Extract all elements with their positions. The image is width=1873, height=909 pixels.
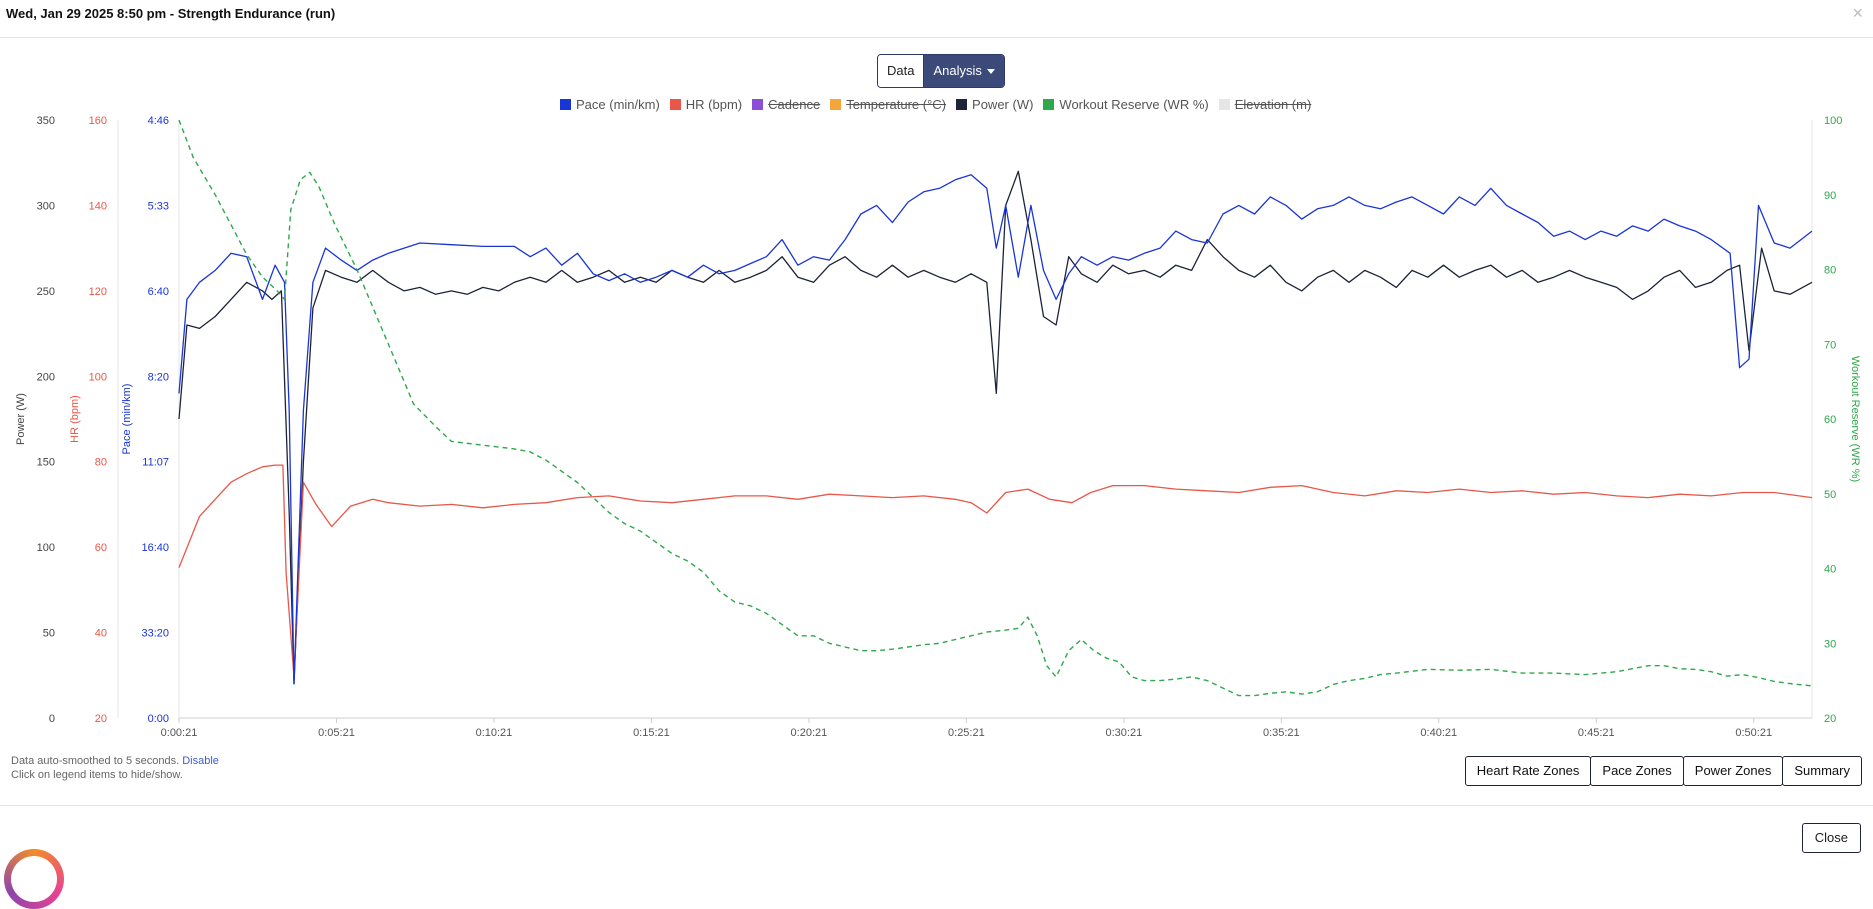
chart-legend: Pace (min/km) HR (bpm) Cadence Temperature … (560, 96, 1321, 112)
pace-tick-label: 33:20 (141, 628, 169, 640)
hr-tick-label: 60 (95, 542, 107, 554)
legend-label: Cadence (768, 96, 821, 112)
wr-tick-label: 70 (1824, 339, 1836, 351)
power-tick-label: 100 (37, 542, 55, 554)
hr-tick-label: 100 (89, 371, 107, 383)
legend-swatch (669, 98, 681, 110)
power-zones-button[interactable]: Power Zones (1682, 756, 1784, 786)
summary-button[interactable]: Summary (1782, 756, 1862, 786)
legend-item[interactable]: Workout Reserve (WR %) (1043, 96, 1209, 112)
legend-item[interactable]: Cadence (752, 97, 820, 112)
hr-tick-label: 140 (89, 200, 107, 212)
wr-tick-label: 100 (1824, 115, 1842, 127)
legend-swatch (830, 98, 842, 110)
pace-zones-button[interactable]: Pace Zones (1590, 756, 1684, 786)
hr-tick-label: 20 (95, 713, 107, 725)
legend-label: Pace (min/km) (576, 96, 660, 112)
legend-hint-text: Click on legend items to hide/show. (11, 769, 183, 781)
wr-tick-label: 50 (1824, 489, 1836, 501)
legend-label: Workout Reserve (WR %) (1059, 96, 1209, 112)
close-icon[interactable]: × (1852, 3, 1863, 23)
wr-tick-label: 80 (1824, 265, 1836, 277)
legend-item[interactable]: Power (W) (956, 97, 1033, 112)
pace-tick-label: 0:00 (148, 713, 169, 725)
legend-label: HR (bpm) (685, 96, 743, 112)
smoothing-text: Data auto-smoothed to 5 seconds. (11, 755, 180, 767)
pace-tick-label: 4:46 (148, 115, 169, 127)
pace-tick-label: 11:07 (142, 457, 169, 469)
caret-down-icon (986, 69, 995, 75)
power-tick-label: 50 (43, 628, 55, 640)
pace-tick-label: 6:40 (148, 286, 169, 298)
hr-tick-label: 80 (95, 457, 107, 469)
x-tick-label: 0:15:21 (633, 727, 670, 739)
x-tick-label: 0:10:21 (476, 727, 513, 739)
wr-tick-label: 40 (1824, 564, 1836, 576)
hr-axis-title: HR (bpm) (69, 395, 81, 443)
zone-button-group: Heart Rate Zones Pace Zones Power Zones … (1464, 756, 1862, 786)
power-tick-label: 200 (37, 371, 55, 383)
wr-axis-title: Workout Reserve (WR %) (1849, 356, 1861, 482)
legend-label: Power (W) (972, 96, 1034, 112)
power-tick-label: 250 (37, 286, 55, 298)
x-tick-label: 0:05:21 (318, 727, 355, 739)
legend-swatch (1043, 98, 1055, 110)
analysis-dropdown-button[interactable]: Analysis (924, 55, 1004, 87)
pace-tick-label: 16:40 (141, 542, 169, 554)
modal-footer (0, 805, 1873, 806)
wr-tick-label: 20 (1824, 713, 1836, 725)
wr-tick-label: 30 (1824, 638, 1836, 650)
power-tick-label: 300 (37, 200, 55, 212)
wr-tick-label: 60 (1824, 414, 1836, 426)
close-button[interactable]: Close (1801, 823, 1861, 853)
x-tick-label: 0:45:21 (1578, 727, 1615, 739)
legend-item[interactable]: Temperature (°C) (830, 97, 946, 112)
legend-swatch (752, 98, 764, 110)
x-tick-label: 0:25:21 (948, 727, 985, 739)
legend-item[interactable]: HR (bpm) (669, 96, 743, 112)
legend-item[interactable]: Pace (min/km) (560, 97, 660, 112)
hr-tick-label: 40 (95, 628, 107, 640)
analysis-label: Analysis (933, 63, 982, 78)
view-toggle: Data Analysis (877, 54, 1005, 88)
pace-axis-title: Pace (min/km) (121, 384, 133, 455)
power-axis-title: Power (W) (15, 393, 27, 445)
x-tick-label: 0:50:21 (1735, 727, 1772, 739)
x-tick-label: 0:30:21 (1105, 727, 1142, 739)
legend-label: Elevation (m) (1234, 96, 1312, 112)
heart-rate-zones-button[interactable]: Heart Rate Zones (1464, 756, 1592, 786)
legend-label: Temperature (°C) (846, 96, 947, 112)
activity-chart: 350 300 250 200 150 100 50 0 160 140 120 100 80 60 40 2… (15, 115, 1861, 739)
series-line-workout (178, 119, 1813, 697)
app-logo-icon (4, 849, 64, 909)
disable-smoothing-link[interactable]: Disable (182, 755, 219, 767)
x-tick-label: 0:00:21 (161, 727, 198, 739)
series-line-pace (178, 174, 1813, 685)
power-tick-label: 0 (49, 713, 55, 725)
modal-header: Wed, Jan 29 2025 8:50 pm - Strength Endu… (0, 0, 1873, 38)
x-tick-label: 0:20:21 (791, 727, 828, 739)
legend-swatch (1218, 98, 1230, 110)
power-tick-label: 350 (37, 115, 55, 127)
wr-tick-label: 90 (1824, 190, 1836, 202)
x-tick-label: 0:35:21 (1263, 727, 1300, 739)
pace-tick-label: 8:20 (148, 371, 169, 383)
modal-title: Wed, Jan 29 2025 8:50 pm - Strength Endu… (6, 6, 336, 21)
chart-footnote: Data auto-smoothed to 5 seconds. Disable… (11, 754, 219, 782)
power-tick-label: 150 (37, 457, 55, 469)
legend-swatch (560, 98, 571, 110)
legend-item[interactable]: Elevation (m) (1218, 96, 1312, 112)
x-tick-label: 0:40:21 (1420, 727, 1457, 739)
series-line-hr (178, 464, 1813, 678)
hr-tick-label: 160 (89, 115, 107, 127)
series-line-power (178, 170, 1813, 685)
data-tab-button[interactable]: Data (878, 55, 925, 87)
pace-tick-label: 5:33 (148, 200, 169, 212)
legend-swatch (956, 98, 968, 110)
hr-tick-label: 120 (89, 286, 107, 298)
